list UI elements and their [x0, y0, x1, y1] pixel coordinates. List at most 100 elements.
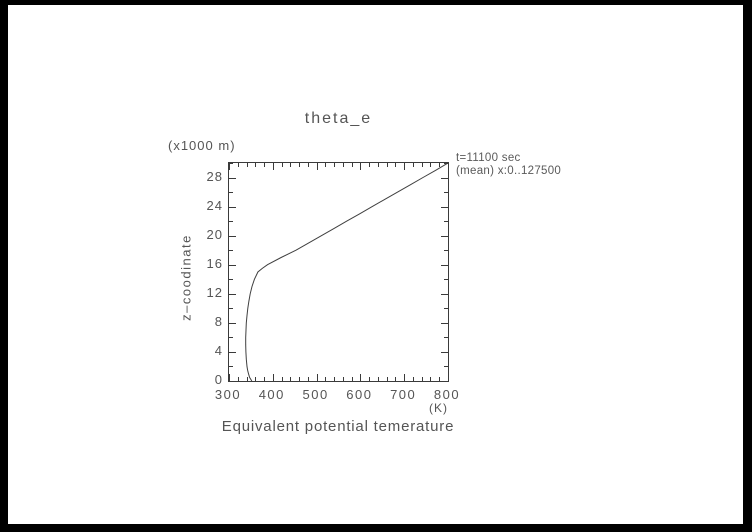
x-minor-tick [422, 163, 423, 167]
y-minor-tick [229, 192, 233, 193]
x-minor-tick [439, 377, 440, 381]
x-minor-tick [264, 377, 265, 381]
y-tick-label: 0 [214, 372, 223, 387]
x-minor-tick [247, 163, 248, 167]
theta-e-profile-curve [245, 163, 448, 381]
y-major-tick [229, 236, 236, 237]
y-major-tick [441, 381, 448, 382]
x-major-tick [229, 163, 230, 170]
y-major-tick [441, 236, 448, 237]
y-minor-tick [444, 192, 448, 193]
y-minor-tick [229, 250, 233, 251]
x-minor-tick [247, 377, 248, 381]
x-minor-tick [255, 377, 256, 381]
y-minor-tick [444, 279, 448, 280]
x-minor-tick [369, 377, 370, 381]
x-axis-unit-label: (K) [429, 401, 448, 415]
y-minor-tick [444, 308, 448, 309]
x-minor-tick [387, 377, 388, 381]
x-minor-tick [334, 377, 335, 381]
y-major-tick [441, 265, 448, 266]
y-major-tick [229, 178, 236, 179]
x-minor-tick [387, 163, 388, 167]
y-major-tick [229, 265, 236, 266]
y-minor-tick [229, 221, 233, 222]
x-minor-tick [430, 377, 431, 381]
y-minor-tick [229, 366, 233, 367]
x-minor-tick [395, 163, 396, 167]
x-minor-tick [413, 377, 414, 381]
x-minor-tick [290, 163, 291, 167]
y-major-tick [229, 323, 236, 324]
x-minor-tick [378, 377, 379, 381]
x-minor-tick [308, 163, 309, 167]
y-minor-tick [229, 308, 233, 309]
y-tick-label: 28 [206, 168, 223, 184]
x-minor-tick [299, 377, 300, 381]
y-minor-tick [229, 279, 233, 280]
y-tick-label: 16 [206, 255, 223, 271]
x-minor-tick [238, 163, 239, 167]
y-major-tick [441, 207, 448, 208]
x-tick-label: 400 [258, 387, 285, 402]
x-minor-tick [238, 377, 239, 381]
chart-title: theta_e [304, 110, 373, 127]
x-tick-label: 600 [346, 387, 373, 402]
y-minor-tick [444, 250, 448, 251]
x-minor-tick [343, 163, 344, 167]
x-minor-tick [395, 377, 396, 381]
x-minor-tick [264, 163, 265, 167]
x-tick-label: 300 [214, 387, 242, 402]
x-major-tick [317, 163, 318, 170]
annotation-mean-range: (mean) x:0..127500 [456, 165, 562, 177]
x-major-tick [273, 163, 274, 170]
x-major-tick [448, 374, 449, 381]
x-minor-tick [439, 163, 440, 167]
x-major-tick [404, 374, 405, 381]
x-minor-tick [413, 163, 414, 167]
y-major-tick [229, 207, 236, 208]
x-minor-tick [282, 377, 283, 381]
x-minor-tick [325, 163, 326, 167]
x-minor-tick [282, 163, 283, 167]
y-axis-unit-label: (x1000 m) [168, 138, 236, 153]
x-major-tick [273, 374, 274, 381]
y-minor-tick [444, 337, 448, 338]
x-minor-tick [430, 163, 431, 167]
annotation-time: t=11100 sec [456, 152, 521, 164]
y-minor-tick [444, 366, 448, 367]
y-tick-label: 8 [214, 313, 223, 329]
x-major-tick [448, 163, 449, 170]
y-major-tick [229, 381, 236, 382]
y-axis-title: z–coodinate [178, 234, 194, 321]
x-minor-tick [325, 377, 326, 381]
annotation-block: t=11100 sec (mean) x:0..127500 [456, 152, 561, 178]
x-minor-tick [343, 377, 344, 381]
y-major-tick [441, 352, 448, 353]
y-tick-label: 24 [206, 197, 223, 213]
y-minor-tick [444, 163, 448, 164]
x-minor-tick [352, 377, 353, 381]
x-minor-tick [369, 163, 370, 167]
y-major-tick [441, 178, 448, 179]
x-major-tick [229, 374, 230, 381]
x-major-tick [360, 163, 361, 170]
x-major-tick [317, 374, 318, 381]
x-major-tick [404, 163, 405, 170]
y-minor-tick [229, 337, 233, 338]
x-minor-tick [290, 377, 291, 381]
x-tick-label: 800 [433, 387, 461, 402]
y-major-tick [229, 294, 236, 295]
x-minor-tick [308, 377, 309, 381]
y-tick-label: 4 [214, 342, 223, 358]
y-tick-label: 12 [206, 284, 223, 300]
x-minor-tick [422, 377, 423, 381]
x-minor-tick [334, 163, 335, 167]
y-major-tick [441, 323, 448, 324]
x-minor-tick [255, 163, 256, 167]
x-axis-title: Equivalent potential temerature [221, 418, 455, 435]
y-major-tick [441, 294, 448, 295]
x-tick-label: 500 [302, 387, 329, 402]
y-tick-label: 20 [206, 226, 223, 242]
